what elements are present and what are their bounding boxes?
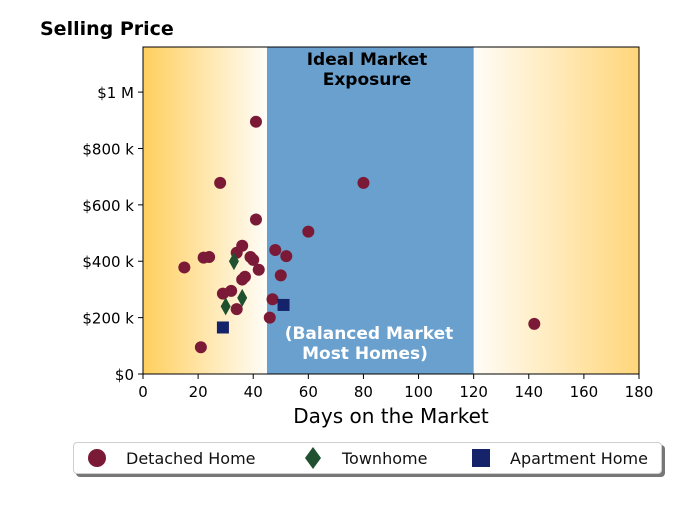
data-point-detached-home	[214, 176, 227, 189]
data-point-detached-home	[238, 270, 251, 283]
legend-item-townhome: Townhome	[302, 447, 427, 469]
data-point-apartment-home	[216, 321, 229, 334]
background-gradient-right	[473, 47, 639, 374]
region-label-bottom-2: Most Homes)	[302, 344, 428, 364]
data-point-detached-home	[263, 311, 276, 324]
data-point-detached-home	[302, 225, 315, 238]
x-tick-label: 20	[189, 383, 208, 401]
legend-item-apartment: Apartment Home	[470, 447, 648, 469]
region-label-top-1: Ideal Market	[307, 50, 428, 70]
data-point-detached-home	[178, 261, 191, 274]
data-point-detached-home	[225, 284, 238, 297]
data-point-detached-home	[357, 176, 370, 189]
region-label-bottom-1: (Balanced Market	[285, 324, 454, 344]
x-tick-label: 60	[299, 383, 318, 401]
data-point-detached-home	[252, 263, 265, 276]
ideal-exposure-region	[267, 47, 474, 374]
chart-title: Selling Price	[40, 18, 174, 40]
diamond-marker-icon	[305, 447, 321, 469]
data-point-detached-home	[280, 250, 293, 263]
x-tick-label: 80	[354, 383, 373, 401]
x-tick-label: 100	[404, 383, 433, 401]
data-point-detached-home	[236, 239, 249, 252]
legend-label: Apartment Home	[510, 448, 648, 468]
data-point-detached-home	[203, 251, 216, 264]
data-point-detached-home	[194, 341, 207, 354]
data-point-townhome	[228, 252, 239, 271]
data-point-detached-home	[247, 253, 260, 266]
x-tick-label: 120	[459, 383, 488, 401]
data-point-detached-home	[528, 317, 541, 330]
data-point-detached-home	[249, 115, 262, 128]
x-axis-label: Days on the Market	[293, 404, 489, 428]
x-tick-label: 0	[138, 383, 148, 401]
x-tick-label: 180	[625, 383, 654, 401]
data-point-detached-home	[269, 243, 282, 256]
x-tick-label: 40	[244, 383, 263, 401]
data-point-apartment-home	[277, 298, 290, 311]
y-tick-label: $800 k	[82, 140, 134, 158]
legend-label: Townhome	[342, 448, 428, 468]
legend-item-detached: Detached Home	[86, 447, 256, 469]
data-point-detached-home	[249, 213, 262, 226]
legend: Detached Home Townhome Apartment Home	[73, 442, 662, 474]
legend-label: Detached Home	[126, 448, 256, 468]
square-marker-icon	[472, 449, 490, 467]
y-tick-label: $0	[115, 366, 134, 384]
y-tick-label: $1 M	[97, 84, 134, 102]
y-tick-label: $200 k	[82, 310, 134, 328]
data-point-townhome	[220, 297, 231, 316]
background-gradient-left	[143, 47, 267, 374]
plot-frame	[142, 46, 640, 375]
circle-marker-icon	[88, 449, 106, 467]
x-tick-label: 160	[570, 383, 599, 401]
data-point-detached-home	[230, 303, 243, 316]
data-point-detached-home	[274, 269, 287, 282]
data-point-detached-home	[266, 293, 279, 306]
y-tick-label: $600 k	[82, 197, 134, 215]
x-tick-label: 140	[514, 383, 543, 401]
region-label-top-2: Exposure	[323, 70, 412, 90]
y-tick-label: $400 k	[82, 253, 134, 271]
data-point-townhome	[237, 288, 248, 307]
